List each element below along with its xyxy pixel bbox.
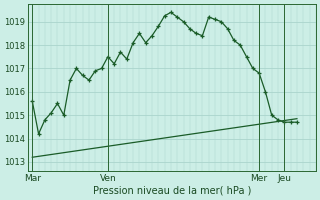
X-axis label: Pression niveau de la mer( hPa ): Pression niveau de la mer( hPa ) (93, 186, 251, 196)
